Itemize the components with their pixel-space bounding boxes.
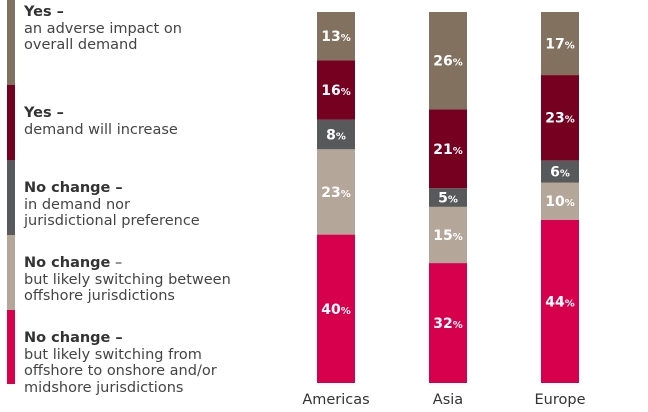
legend-item: No change – but likely switching from offs…: [0, 310, 290, 396]
bar-segment: [317, 119, 355, 150]
data-label: 15%: [433, 228, 463, 244]
legend-item: No change – in demand nor jurisdictional p…: [0, 160, 290, 235]
legend-item: Yes – demand will increase: [0, 85, 290, 160]
bar-segment: [429, 12, 467, 110]
bar-segment: [317, 149, 355, 235]
data-label: 8%: [326, 127, 346, 143]
data-label: 21%: [433, 142, 463, 158]
data-label: 23%: [545, 111, 575, 127]
bar-segment: [429, 109, 467, 189]
legend-item: Yes – an adverse impact on overall demand: [0, 0, 290, 85]
legend-label-heading: No change –: [24, 330, 123, 346]
data-label: 5%: [438, 191, 458, 207]
legend-label: Yes – demand will increase: [24, 105, 178, 138]
bar-segment: [429, 263, 467, 383]
bar-segment: [317, 12, 355, 61]
legend-swatch: [7, 0, 15, 85]
legend-label-line: jurisdictional preference: [24, 213, 200, 229]
data-label: 23%: [321, 185, 351, 201]
x-tick-label: Europe: [535, 392, 586, 408]
legend-label-line: midshore jurisdictions: [24, 379, 184, 396]
data-label: 32%: [433, 316, 463, 332]
legend-label-line: but likely switching between: [24, 271, 231, 288]
legend-label-line: but likely switching from: [24, 346, 202, 363]
bar-segment: [541, 75, 579, 161]
legend-label-line: in demand nor: [24, 196, 130, 213]
data-label: 17%: [545, 37, 575, 53]
legend-label: No change – but likely switching between o…: [24, 255, 231, 305]
legend-label: No change – but likely switching from offs…: [24, 330, 217, 396]
bar-segment: [541, 182, 579, 220]
data-label: 26%: [433, 54, 463, 70]
bar-segment: [541, 160, 579, 183]
legend-label-heading: Yes –: [24, 105, 64, 121]
legend-label-line: demand will increase: [24, 121, 178, 138]
bar-segment: [429, 206, 467, 264]
x-tick-label: Asia: [433, 392, 463, 408]
legend-swatch: [7, 235, 15, 310]
legend-label: No change – in demand nor jurisdictional p…: [24, 180, 200, 230]
bar-segment: [541, 12, 579, 76]
legend-label-line: overall demand: [24, 37, 138, 53]
bar-segment: [429, 188, 467, 207]
legend-label-line: an adverse impact on: [24, 20, 182, 37]
x-tick-label: Americas: [302, 392, 369, 408]
legend-label-line: offshore to onshore and/or: [24, 363, 217, 379]
legend-label: Yes – an adverse impact on overall demand: [24, 4, 182, 54]
data-label: 16%: [321, 83, 351, 99]
legend-label-heading: Yes –: [24, 4, 64, 20]
legend-swatch: [7, 85, 15, 160]
legend-swatch: [7, 160, 15, 235]
legend-swatch: [7, 310, 15, 384]
bar-segment: [541, 219, 579, 383]
data-label: 40%: [321, 302, 351, 318]
data-label: 44%: [545, 294, 575, 310]
legend-label-heading: No change –: [24, 180, 123, 196]
data-label: 10%: [545, 194, 575, 210]
legend-label-heading: No change –: [24, 255, 123, 271]
legend-label-line: offshore jurisdictions: [24, 288, 175, 304]
legend: Yes – an adverse impact on overall demand Y…: [0, 0, 290, 396]
data-label: 6%: [550, 165, 570, 181]
data-label: 13%: [321, 29, 351, 45]
legend-item: No change – but likely switching between o…: [0, 235, 290, 310]
bar-segment: [317, 234, 355, 383]
bar-segment: [317, 60, 355, 120]
